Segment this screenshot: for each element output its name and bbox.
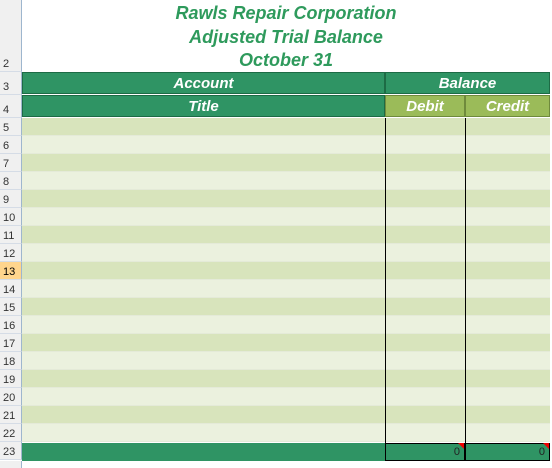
row-header: 13: [0, 262, 22, 280]
comment-marker: [458, 443, 464, 449]
row-header: 21: [0, 406, 22, 424]
row-header: 11: [0, 226, 22, 244]
balance-header: Balance: [385, 72, 550, 94]
data-row: [22, 118, 550, 136]
row-header: 10: [0, 208, 22, 226]
data-row: [22, 370, 550, 388]
row-header: 19: [0, 370, 22, 388]
row-header: 16: [0, 316, 22, 334]
data-row: [22, 406, 550, 424]
row-header: 7: [0, 154, 22, 172]
row-header: 2: [0, 0, 22, 72]
title-line: Adjusted Trial Balance: [189, 27, 383, 47]
data-row: [22, 316, 550, 334]
row-header: 20: [0, 388, 22, 406]
data-row: [22, 262, 550, 280]
row-header: 6: [0, 136, 22, 154]
account-header: Account: [22, 72, 385, 94]
title-line: October 31: [238, 50, 334, 70]
row-header: 22: [0, 424, 22, 442]
credit-total: 0: [465, 443, 550, 461]
data-row: [22, 352, 550, 370]
data-row: [22, 280, 550, 298]
row-header: 23: [0, 442, 22, 460]
row-header: [0, 461, 22, 468]
debit-total: 0: [385, 443, 465, 461]
totals-row: [22, 443, 385, 461]
data-row: [22, 298, 550, 316]
row-header: 9: [0, 190, 22, 208]
debit-header: Debit: [385, 95, 465, 117]
title-line: Rawls Repair Corporation: [175, 3, 397, 23]
row-header: 3: [0, 72, 22, 95]
row-header: 15: [0, 298, 22, 316]
data-row: [22, 208, 550, 226]
row-header: 14: [0, 280, 22, 298]
data-row: [22, 334, 550, 352]
title-header: Title: [22, 95, 385, 117]
data-row: [22, 226, 550, 244]
row-header: 17: [0, 334, 22, 352]
row-header: 12: [0, 244, 22, 262]
row-header: 4: [0, 95, 22, 118]
data-row: [22, 388, 550, 406]
credit-header: Credit: [465, 95, 550, 117]
data-row: [22, 424, 550, 442]
data-row: [22, 154, 550, 172]
comment-marker: [543, 443, 549, 449]
row-header: 5: [0, 118, 22, 136]
row-header: 18: [0, 352, 22, 370]
data-row: [22, 244, 550, 262]
data-row: [22, 136, 550, 154]
row-header: 8: [0, 172, 22, 190]
data-row: [22, 172, 550, 190]
data-row: [22, 190, 550, 208]
